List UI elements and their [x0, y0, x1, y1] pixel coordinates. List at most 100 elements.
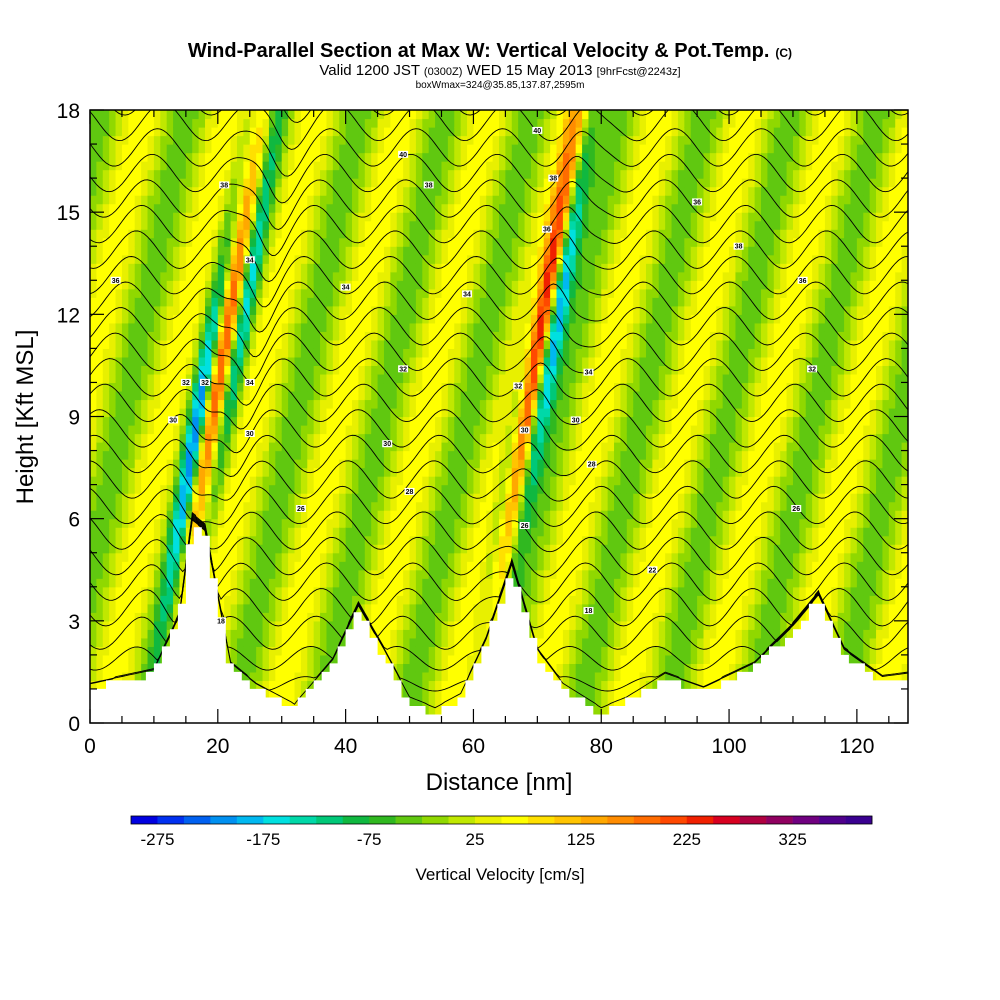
field-cell: [428, 586, 436, 596]
field-cell: [364, 493, 372, 503]
field-cell: [185, 450, 193, 460]
field-cell: [396, 399, 404, 409]
field-cell: [96, 578, 104, 588]
field-cell: [102, 561, 110, 571]
field-cell: [422, 280, 430, 290]
field-cell: [147, 110, 155, 120]
field-cell: [473, 220, 481, 230]
field-cell: [320, 127, 328, 137]
field-cell: [377, 246, 385, 256]
field-cell: [275, 348, 283, 358]
field-cell: [268, 450, 276, 460]
field-cell: [486, 390, 494, 401]
field-cell: [147, 220, 155, 230]
field-cell: [217, 314, 225, 324]
field-cell: [224, 254, 232, 264]
field-cell: [217, 390, 225, 401]
field-cell: [128, 552, 136, 562]
field-cell: [518, 399, 526, 409]
field-cell: [185, 518, 193, 528]
field-cell: [243, 110, 251, 120]
field-cell: [198, 365, 206, 375]
field-cell: [224, 263, 232, 273]
field-cell: [422, 416, 430, 426]
field-cell: [415, 416, 423, 426]
field-cell: [518, 203, 526, 213]
field-cell: [300, 195, 308, 205]
field-cell: [294, 203, 302, 213]
field-cell: [390, 203, 398, 213]
field-cell: [205, 322, 213, 332]
field-cell: [313, 484, 321, 494]
field-cell: [467, 382, 475, 392]
field-cell: [403, 561, 411, 571]
field-cell: [307, 135, 315, 145]
field-cell: [352, 425, 360, 435]
field-cell: [115, 535, 123, 545]
field-cell: [224, 527, 232, 537]
field-cell: [326, 263, 334, 273]
field-cell: [115, 322, 123, 332]
field-cell: [192, 331, 200, 341]
field-cell: [147, 356, 155, 367]
field-cell: [415, 407, 423, 418]
field-cell: [179, 118, 187, 128]
field-cell: [505, 467, 513, 477]
field-cell: [173, 110, 181, 120]
field-cell: [447, 288, 455, 298]
field-cell: [96, 569, 104, 579]
field-cell: [141, 322, 149, 332]
field-cell: [96, 646, 104, 656]
field-cell: [198, 144, 206, 154]
field-cell: [134, 595, 142, 605]
field-cell: [422, 680, 430, 690]
field-cell: [307, 637, 315, 647]
field-cell: [390, 169, 398, 179]
field-cell: [415, 237, 423, 247]
field-cell: [96, 178, 104, 188]
field-cell: [256, 544, 264, 554]
field-cell: [102, 442, 110, 452]
field-cell: [409, 237, 417, 247]
field-cell: [409, 229, 417, 239]
field-cell: [256, 484, 264, 494]
field-cell: [268, 322, 276, 332]
field-cell: [332, 501, 340, 511]
field-cell: [479, 382, 487, 392]
field-cell: [153, 569, 161, 579]
field-cell: [121, 476, 129, 486]
field-cell: [352, 280, 360, 290]
field-cell: [281, 680, 289, 690]
field-cell: [230, 382, 238, 392]
field-cell: [409, 135, 417, 145]
field-cell: [320, 297, 328, 307]
field-cell: [307, 407, 315, 418]
field-cell: [90, 135, 97, 145]
field-cell: [198, 331, 206, 341]
field-cell: [294, 510, 302, 520]
field-cell: [217, 152, 225, 162]
field-cell: [192, 314, 200, 324]
field-cell: [147, 127, 155, 137]
field-cell: [454, 339, 462, 349]
field-cell: [377, 569, 385, 579]
field-cell: [524, 110, 532, 120]
field-cell: [447, 331, 455, 341]
field-cell: [447, 161, 455, 171]
field-cell: [499, 178, 506, 188]
field-cell: [153, 305, 161, 315]
field-cell: [102, 646, 110, 656]
field-cell: [460, 331, 468, 341]
field-cell: [492, 110, 500, 120]
field-cell: [345, 433, 353, 443]
field-cell: [134, 654, 142, 664]
field-cell: [524, 501, 532, 511]
field-cell: [90, 535, 97, 545]
field-cell: [96, 144, 104, 154]
field-cell: [371, 425, 379, 435]
field-cell: [441, 535, 449, 545]
field-cell: [115, 646, 123, 656]
field-cell: [320, 314, 328, 324]
field-cell: [102, 297, 110, 307]
field-cell: [249, 578, 257, 588]
